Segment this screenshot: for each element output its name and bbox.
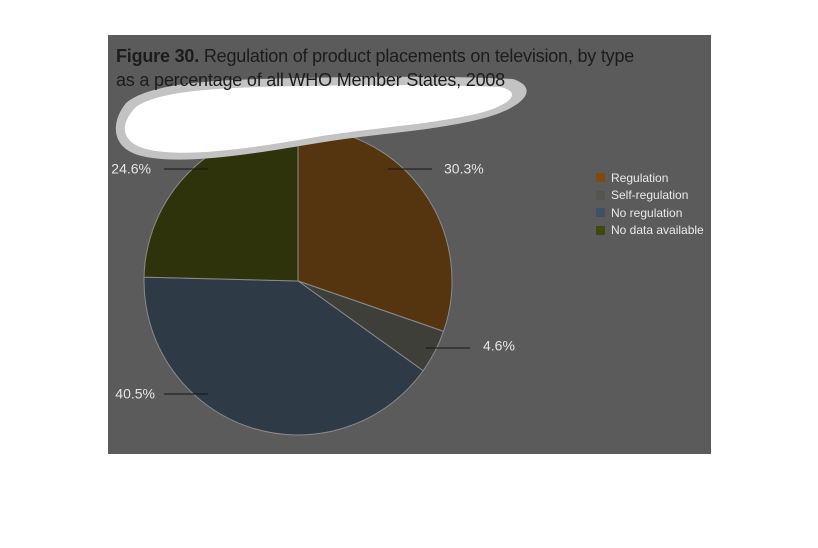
legend-swatch: [596, 208, 605, 218]
data-label-no-data: 24.6%: [111, 161, 151, 177]
legend-label: No data available: [611, 223, 704, 238]
figure-panel: 30.3% 4.6% 40.5% 24.6% Figure 30. Regulatio…: [108, 35, 711, 454]
redaction-highlight: [115, 76, 527, 160]
pie-chart: 30.3% 4.6% 40.5% 24.6%: [111, 76, 527, 436]
figure-title: Figure 30. Regulation of product placeme…: [116, 44, 634, 92]
legend-item-self-regulation: Self-regulation: [596, 187, 704, 205]
data-label-regulation: 30.3%: [444, 161, 484, 177]
data-label-self-regulation: 4.6%: [483, 338, 515, 354]
pie-slice-no-regulation: [143, 276, 424, 436]
legend-swatch: [596, 190, 605, 200]
legend-swatch: [596, 225, 605, 235]
figure-title-line1: Regulation of product placements on tele…: [199, 46, 635, 66]
data-label-no-regulation: 40.5%: [115, 386, 155, 402]
legend-item-no-data: No data available: [596, 222, 704, 240]
figure-title-line2: as a percentage of all WHO Member States…: [116, 70, 505, 90]
legend-label: Regulation: [611, 170, 669, 185]
legend-item-regulation: Regulation: [596, 169, 704, 187]
legend-label: No regulation: [611, 205, 683, 220]
legend-label: Self-regulation: [611, 188, 689, 203]
legend-swatch: [596, 173, 605, 183]
legend-item-no-regulation: No regulation: [596, 204, 704, 222]
figure-label: Figure 30.: [116, 46, 200, 66]
chart-legend: Regulation Self-regulation No regulation…: [596, 169, 704, 239]
highlight-blob-inner: [124, 85, 512, 153]
